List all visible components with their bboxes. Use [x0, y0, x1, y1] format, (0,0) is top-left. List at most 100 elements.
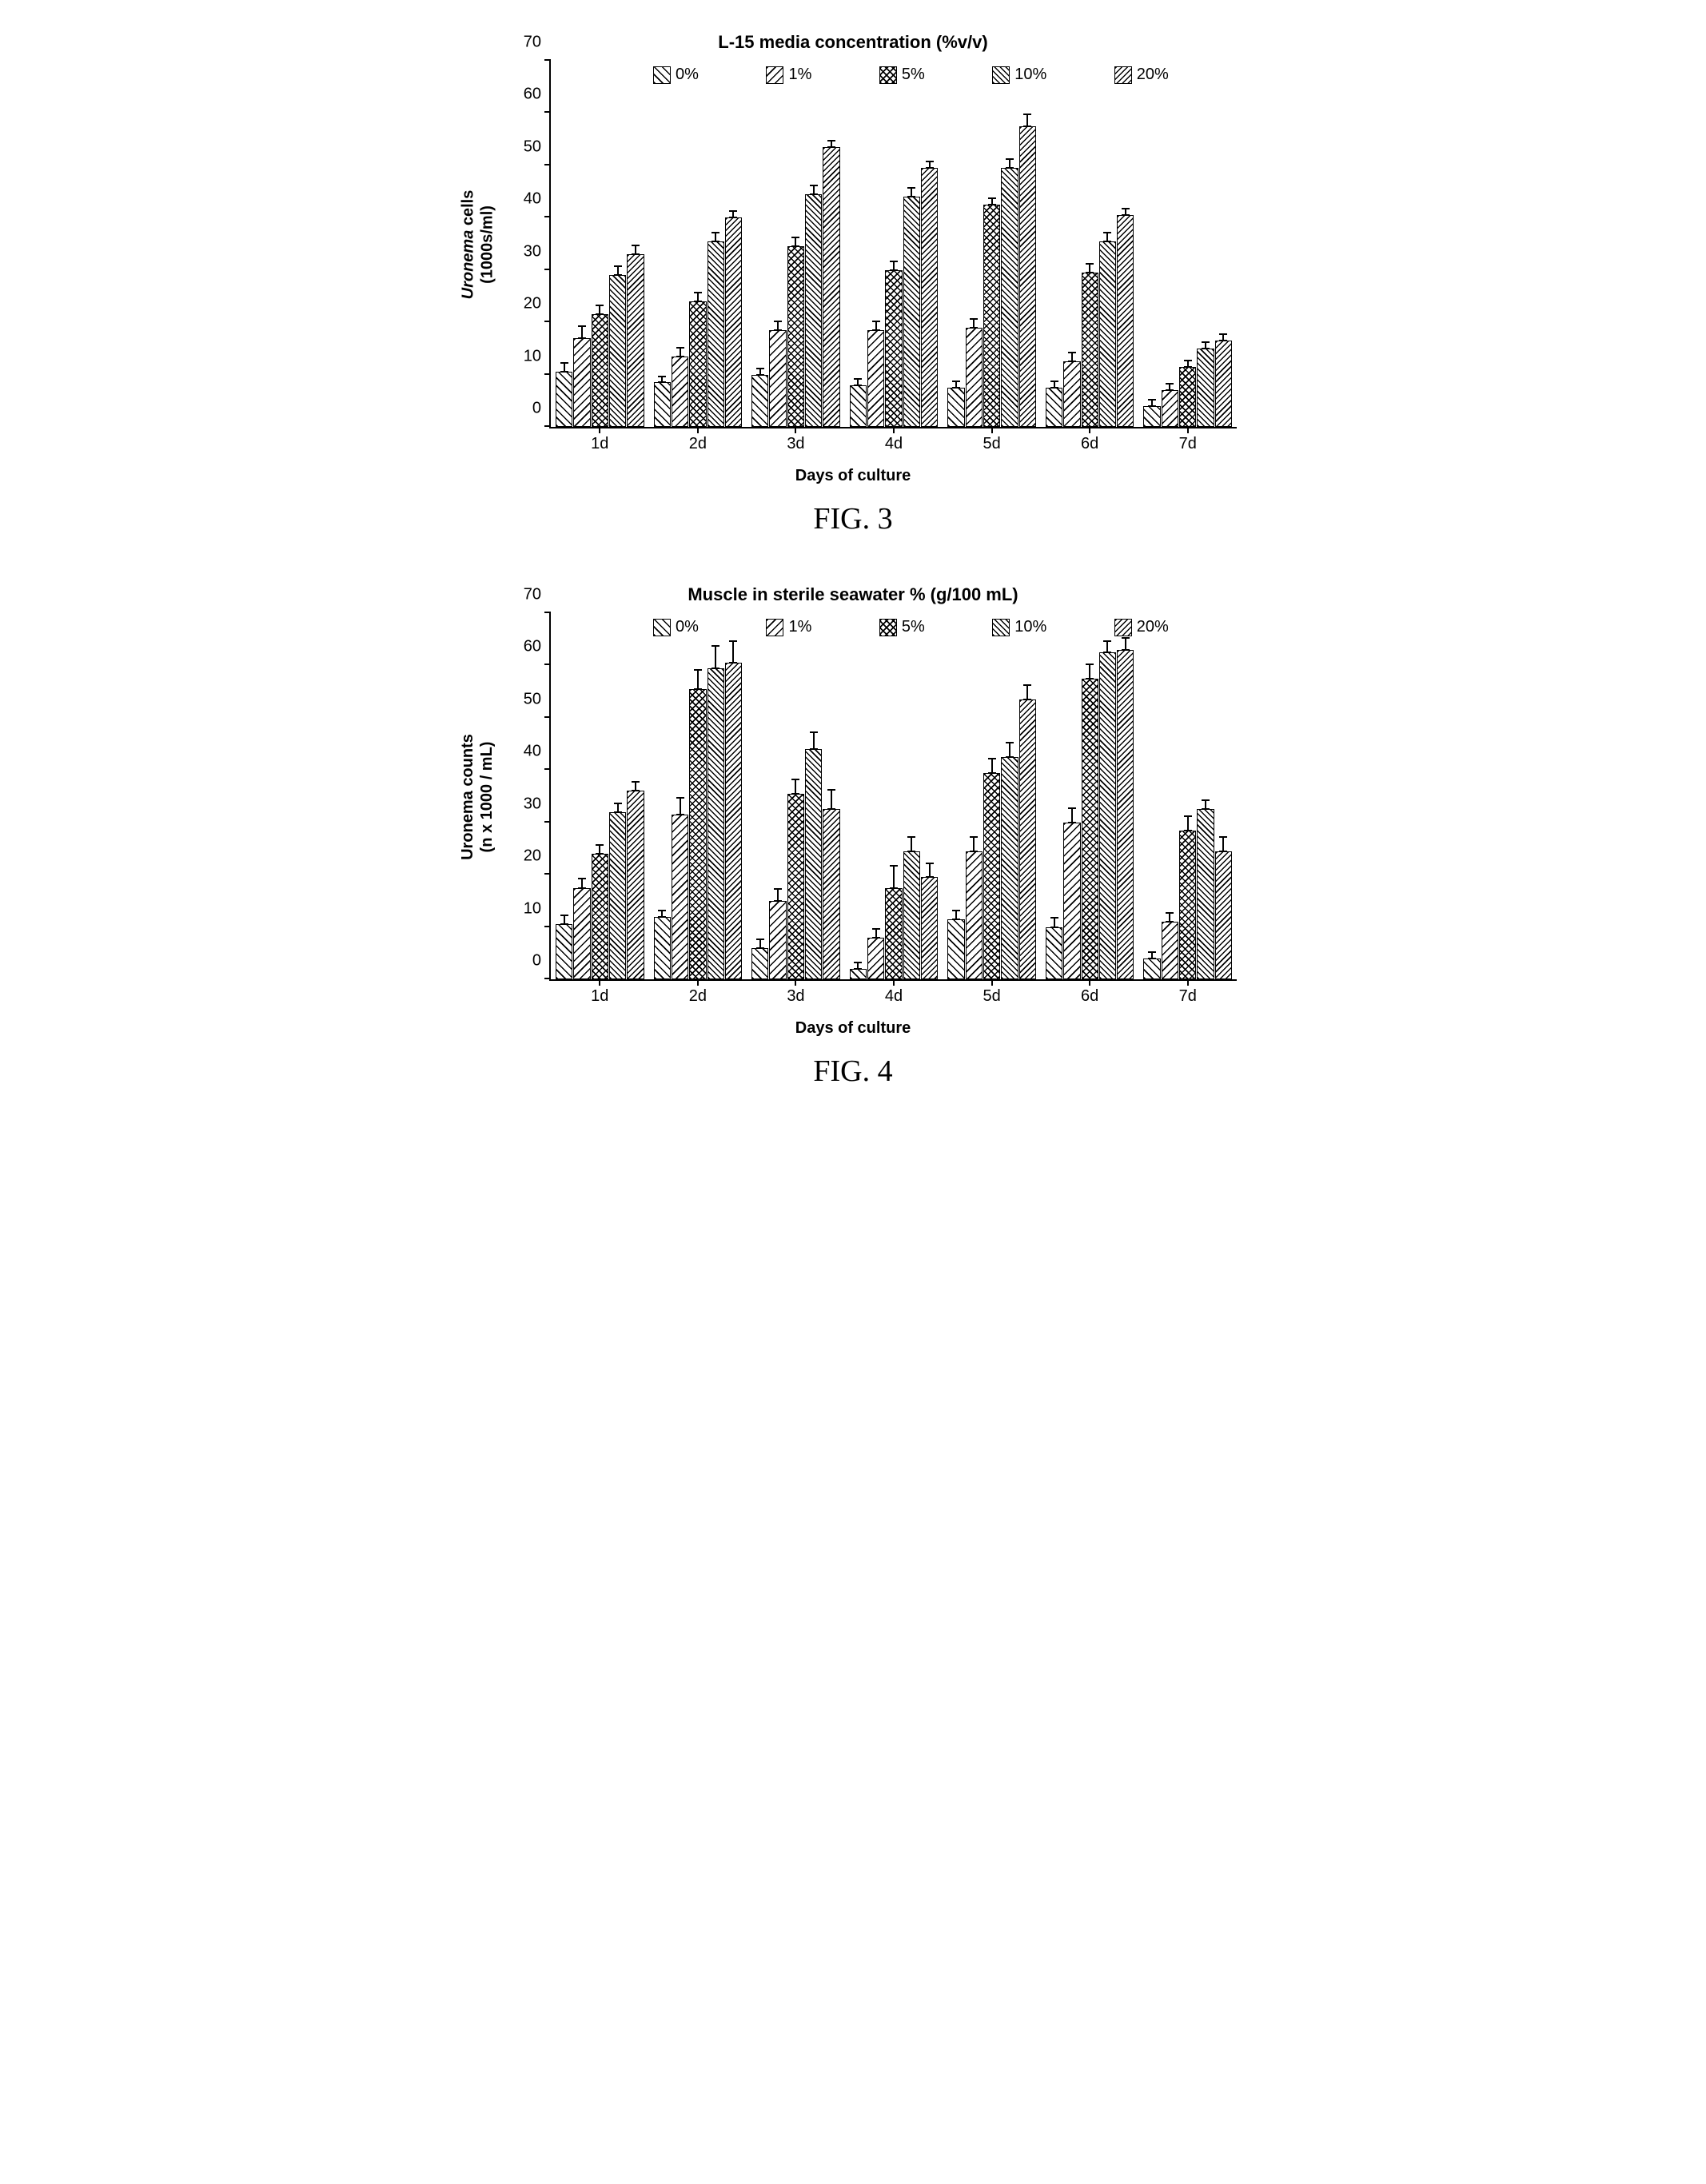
x-tick-label: 4d: [885, 435, 903, 453]
y-tick: [544, 821, 551, 823]
error-bar: [680, 347, 681, 357]
bar: [769, 330, 786, 427]
legend-item-5%: 5%: [879, 618, 925, 636]
error-bar: [759, 368, 761, 376]
legend-item-1%: 1%: [766, 66, 811, 84]
error-bar: [599, 844, 600, 855]
bar: [1215, 851, 1232, 979]
bar: [751, 375, 768, 427]
bar: [1001, 757, 1018, 979]
bar: [966, 328, 983, 427]
x-tick: [697, 427, 699, 433]
bar: [556, 924, 572, 979]
y-tick-label: 40: [524, 190, 541, 209]
bar: [769, 901, 786, 979]
error-bar: [1071, 352, 1073, 362]
error-bar: [1187, 815, 1189, 831]
x-tick: [893, 979, 895, 986]
error-bar: [813, 731, 815, 750]
bar: [1082, 273, 1098, 427]
bar: [947, 919, 964, 979]
error-bar: [1054, 381, 1055, 389]
y-tick-label: 0: [532, 400, 541, 418]
error-bar: [973, 836, 975, 852]
legend: 0%1%5%10%20%: [620, 618, 1202, 636]
error-bar: [732, 210, 734, 218]
error-bar: [1222, 333, 1224, 341]
x-tick: [795, 979, 796, 986]
legend-item-20%: 20%: [1114, 618, 1169, 636]
bar: [708, 241, 724, 427]
group-6d: 6d: [1041, 61, 1139, 427]
y-tick-label: 20: [524, 847, 541, 866]
y-tick: [544, 111, 551, 113]
legend-item-1%: 1%: [766, 618, 811, 636]
y-tick: [544, 216, 551, 217]
error-bar: [1125, 208, 1126, 216]
error-bar: [697, 292, 699, 302]
y-tick: [544, 768, 551, 770]
x-tick-label: 4d: [885, 987, 903, 1006]
figure-fig3: L-15 media concentration (%v/v)Uronema c…: [453, 32, 1253, 536]
x-tick-label: 7d: [1179, 987, 1197, 1006]
error-bar: [715, 232, 716, 242]
y-tick-label: 60: [524, 86, 541, 104]
bar-groups: 1d2d3d4d5d6d7d: [551, 613, 1237, 979]
error-bar: [1009, 158, 1010, 169]
bar: [609, 275, 626, 427]
error-bar: [955, 381, 957, 389]
y-tick-label: 30: [524, 242, 541, 261]
legend-label: 20%: [1137, 66, 1169, 84]
bar: [672, 815, 688, 979]
y-tick-label: 50: [524, 137, 541, 156]
x-axis-label: Days of culture: [453, 467, 1253, 485]
bar: [654, 382, 671, 427]
y-axis-label: Uronema cells(1000s/ml): [457, 61, 497, 428]
legend-item-5%: 5%: [879, 66, 925, 84]
y-tick-label: 30: [524, 795, 541, 813]
legend-label: 10%: [1014, 66, 1046, 84]
bar: [1179, 367, 1196, 427]
bar: [903, 197, 920, 427]
error-bar: [991, 758, 993, 774]
x-tick-label: 6d: [1081, 987, 1098, 1006]
x-tick-label: 2d: [689, 435, 707, 453]
y-tick-label: 70: [524, 34, 541, 52]
bar: [983, 205, 1000, 427]
plot-region: 0102030405060700%1%5%10%20%1d2d3d4d5d6d7…: [549, 61, 1237, 428]
error-bar: [1026, 114, 1028, 126]
bar: [1046, 927, 1062, 979]
error-bar: [1169, 912, 1170, 923]
error-bar: [581, 878, 583, 888]
x-tick: [893, 427, 895, 433]
error-bar: [991, 197, 993, 205]
x-tick-label: 1d: [591, 987, 608, 1006]
bar: [592, 854, 608, 979]
error-bar: [875, 928, 877, 939]
error-bar: [635, 245, 636, 255]
group-3d: 3d: [747, 61, 845, 427]
bar: [787, 794, 804, 979]
y-tick: [544, 873, 551, 875]
error-bar: [929, 161, 931, 169]
x-tick-label: 6d: [1081, 435, 1098, 453]
error-bar: [564, 362, 565, 373]
bar: [1082, 679, 1098, 979]
x-tick: [1187, 427, 1189, 433]
legend-item-0%: 0%: [653, 618, 699, 636]
bar: [1197, 809, 1214, 979]
bar: [689, 301, 706, 427]
legend-label: 0%: [676, 66, 699, 84]
group-2d: 2d: [649, 61, 747, 427]
bar: [1099, 241, 1116, 427]
bar: [787, 246, 804, 427]
bar: [725, 663, 742, 979]
y-tick-label: 0: [532, 952, 541, 970]
y-tick: [544, 716, 551, 718]
bar: [1197, 349, 1214, 427]
legend-swatch: [879, 66, 897, 84]
x-tick: [599, 427, 600, 433]
bar: [885, 270, 902, 427]
error-bar: [1125, 637, 1126, 650]
y-tick-label: 20: [524, 295, 541, 313]
